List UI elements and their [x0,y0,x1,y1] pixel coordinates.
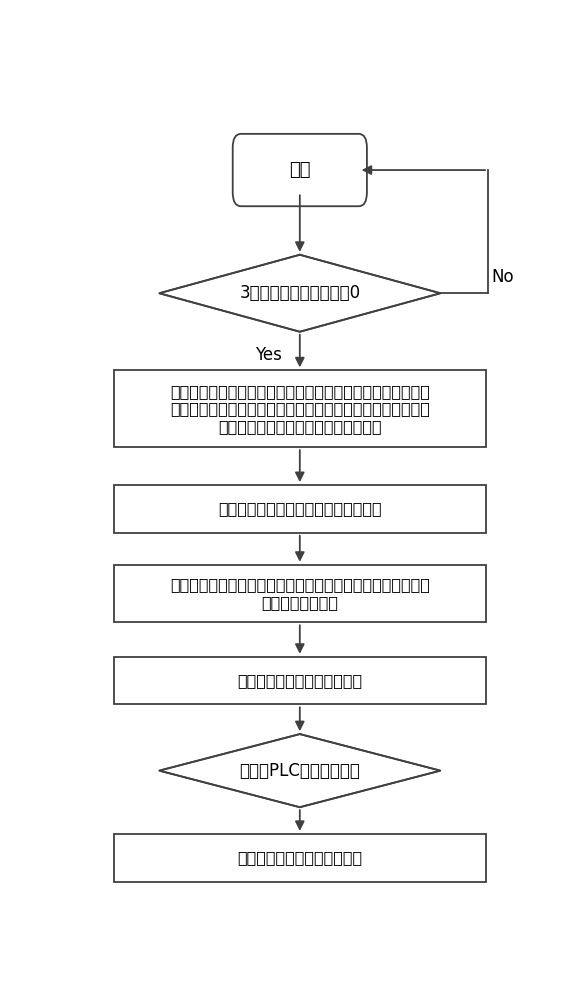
Bar [114,657,486,704]
Bar [114,565,486,622]
Bar [114,485,486,533]
Text: 开始: 开始 [289,161,311,179]
Text: 发送到PLC进行在线监测: 发送到PLC进行在线监测 [239,762,360,780]
Polygon shape [159,255,441,332]
Text: 模型自学习，更新自学习系数: 模型自学习，更新自学习系数 [238,850,362,865]
Text: Yes: Yes [254,346,281,364]
Text: 根据以上参数计算札制力矩、损失力矩: 根据以上参数计算札制力矩、损失力矩 [218,501,381,516]
Polygon shape [159,734,441,807]
Text: 根据张力力矩，计算未知张力: 根据张力力矩，计算未知张力 [238,673,362,688]
Bar [114,834,486,882]
Text: 通过电机扶矩以及已经计算的札制力矩、损失力矩以及电机传
动比计算张力力矩: 通过电机扶矩以及已经计算的札制力矩、损失力矩以及电机传 动比计算张力力矩 [170,577,430,610]
FancyBboxPatch shape [233,134,367,206]
Bar [114,370,486,447]
Text: No: No [491,268,514,286]
Text: 通过带钐原料厚度、原料宽度、屈服强度、成品厚度获取对应
的自学习系数，同时获取各机架实测电机扶矩、各机架实际札
制力、实测张力以及工作辊半径等参数: 通过带钐原料厚度、原料宽度、屈服强度、成品厚度获取对应 的自学习系数，同时获取各… [170,384,430,434]
Text: 3秒周期判段札制速度＞0: 3秒周期判段札制速度＞0 [239,284,360,302]
